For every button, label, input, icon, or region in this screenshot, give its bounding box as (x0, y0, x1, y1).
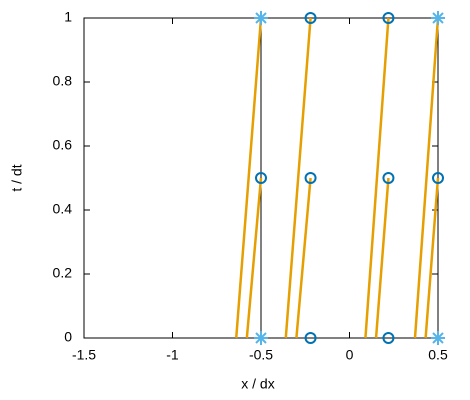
x-tick-label: -1.5 (72, 347, 96, 363)
x-tick-label: -0.5 (249, 347, 273, 363)
y-tick-label: 0.6 (53, 137, 73, 153)
y-tick-label: 0.2 (53, 265, 73, 281)
circle-marker (304, 12, 317, 24)
line (234, 17, 440, 339)
y-tick-label: 0.8 (53, 73, 73, 89)
x-tick-label: 0 (346, 347, 354, 363)
circle-marker (304, 332, 317, 344)
star-marker (431, 11, 445, 25)
star-marker (254, 11, 268, 25)
x-axis-label: x / dx (241, 376, 274, 392)
circle-marker (382, 12, 395, 24)
y-tick-label: 0.4 (53, 201, 73, 217)
x-tick-label: 0.5 (428, 347, 448, 363)
star-marker (431, 331, 445, 345)
circle-marker (382, 332, 395, 344)
y-axis-label: t / dt (9, 164, 25, 191)
y-tick-label: 1 (64, 9, 72, 25)
circle-marker (432, 172, 444, 184)
x-tick-label: -1 (166, 347, 179, 363)
circle-marker (255, 172, 267, 184)
star-marker (254, 331, 268, 345)
circle-marker (304, 172, 317, 184)
circle-marker (382, 172, 395, 184)
y-tick-label: 0 (64, 329, 72, 345)
